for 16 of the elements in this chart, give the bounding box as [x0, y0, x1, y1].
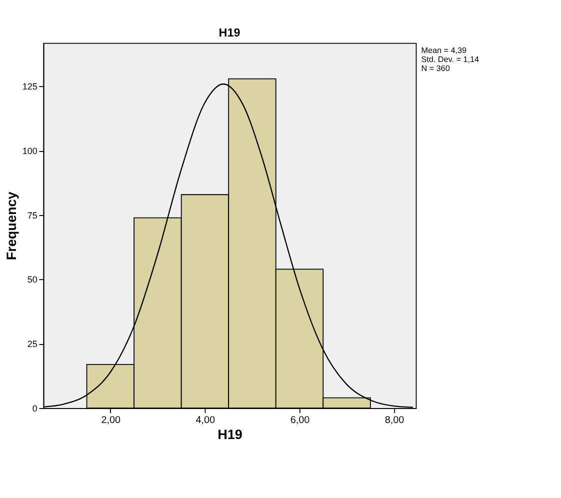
- x-tick-label: 4,00: [196, 415, 216, 426]
- x-tick-label: 6,00: [290, 415, 310, 426]
- text: N = 360: [421, 64, 450, 73]
- y-tick-label: 75: [27, 210, 38, 220]
- x-tick-label: 8,00: [384, 415, 405, 426]
- text: Std. Dev. = 1,14: [421, 54, 480, 64]
- text: Mean = 4,39: [421, 46, 467, 55]
- y-tick-label: 0: [32, 403, 38, 414]
- y-axis-title: Frequency: [4, 191, 20, 260]
- chart-title: H19: [218, 26, 241, 40]
- x-tick-label: 2,00: [101, 415, 121, 426]
- y-tick-label: 100: [22, 146, 38, 156]
- y-tick-label: 125: [22, 82, 38, 92]
- x-axis-title: H19: [218, 427, 243, 442]
- y-tick-label: 50: [27, 274, 38, 285]
- y-tick-label: 25: [27, 338, 38, 349]
